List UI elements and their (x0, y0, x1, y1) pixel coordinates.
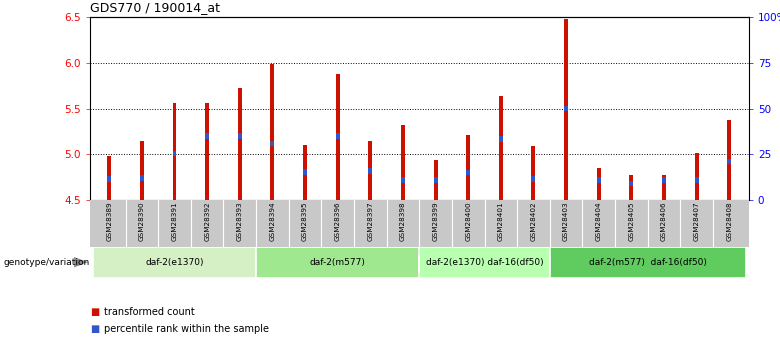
Text: GSM28398: GSM28398 (400, 201, 406, 241)
Bar (256, 247, 419, 278)
Bar (629, 181, 633, 186)
Text: GSM28397: GSM28397 (367, 201, 374, 241)
Bar (564, 19, 568, 200)
Text: GSM28402: GSM28402 (530, 201, 537, 241)
Bar (695, 177, 699, 183)
Bar (499, 96, 503, 200)
Text: GSM28391: GSM28391 (172, 201, 178, 241)
Bar (419, 247, 550, 278)
Bar (205, 134, 209, 139)
Text: GSM28408: GSM28408 (726, 201, 732, 241)
Polygon shape (74, 257, 88, 267)
Bar (695, 154, 699, 200)
Bar (108, 156, 112, 200)
Bar (466, 135, 470, 200)
Text: ■: ■ (90, 307, 99, 317)
Text: GSM28390: GSM28390 (139, 201, 145, 241)
Text: GSM28400: GSM28400 (465, 201, 471, 241)
Text: GSM28401: GSM28401 (498, 201, 504, 241)
Bar (368, 168, 372, 174)
Text: GSM28405: GSM28405 (629, 201, 634, 241)
Bar (303, 169, 307, 175)
Text: daf-2(e1370) daf-16(df50): daf-2(e1370) daf-16(df50) (426, 258, 544, 267)
Bar (368, 141, 372, 200)
Text: GSM28396: GSM28396 (335, 201, 341, 241)
Text: GSM28404: GSM28404 (596, 201, 601, 241)
Text: GSM28395: GSM28395 (302, 201, 308, 241)
Bar (335, 74, 339, 200)
Bar (93, 247, 256, 278)
Bar (271, 141, 275, 146)
Bar (564, 106, 568, 111)
Text: ■: ■ (90, 324, 99, 334)
Bar (531, 176, 535, 182)
Bar (401, 177, 405, 183)
Bar (662, 177, 666, 183)
Bar (205, 103, 209, 200)
Bar (172, 151, 176, 156)
Text: daf-2(m577)  daf-16(df50): daf-2(m577) daf-16(df50) (589, 258, 707, 267)
Text: daf-2(m577): daf-2(m577) (310, 258, 366, 267)
Text: GSM28394: GSM28394 (269, 201, 275, 241)
Text: daf-2(e1370): daf-2(e1370) (145, 258, 204, 267)
Bar (629, 175, 633, 200)
Bar (434, 177, 438, 183)
Bar (531, 146, 535, 200)
Bar (335, 134, 339, 139)
Bar (727, 120, 731, 200)
Bar (550, 247, 746, 278)
Text: GSM28393: GSM28393 (237, 201, 243, 241)
Bar (662, 175, 666, 200)
Text: GSM28389: GSM28389 (106, 201, 112, 241)
Bar (597, 177, 601, 183)
Bar (238, 134, 242, 139)
Text: percentile rank within the sample: percentile rank within the sample (104, 324, 269, 334)
Bar (140, 175, 144, 181)
Text: GSM28399: GSM28399 (433, 201, 438, 241)
Bar (108, 176, 112, 182)
Bar (401, 125, 405, 200)
Bar (303, 145, 307, 200)
Bar (597, 168, 601, 200)
Text: genotype/variation: genotype/variation (4, 258, 90, 267)
Text: GSM28392: GSM28392 (204, 201, 210, 241)
Bar (140, 141, 144, 200)
Bar (434, 160, 438, 200)
Bar (466, 170, 470, 175)
Text: GSM28407: GSM28407 (693, 201, 700, 241)
Bar (172, 103, 176, 200)
Text: GSM28406: GSM28406 (661, 201, 667, 241)
Bar (238, 88, 242, 200)
Text: transformed count: transformed count (104, 307, 194, 317)
Bar (727, 159, 731, 165)
Text: GDS770 / 190014_at: GDS770 / 190014_at (90, 1, 220, 14)
Bar (271, 64, 275, 200)
Bar (499, 136, 503, 141)
Text: GSM28403: GSM28403 (563, 201, 569, 241)
